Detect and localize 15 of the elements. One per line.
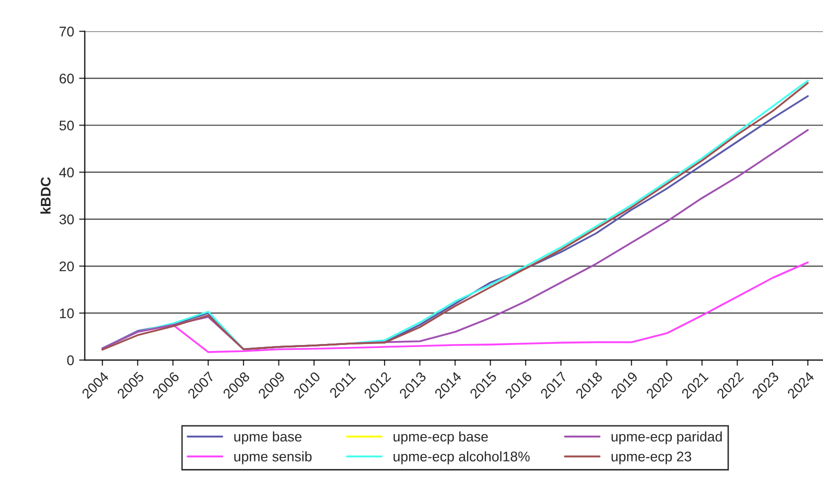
y-axis-title: kBDC <box>40 177 51 214</box>
legend-label: upme-ecp 23 <box>612 452 692 464</box>
legend-label: upme-ecp base <box>394 431 488 444</box>
legend-label: upme base <box>234 431 302 444</box>
y-tick-label: 10 <box>60 308 74 318</box>
y-tick-label: 0 <box>67 355 74 366</box>
y-tick-label: 20 <box>60 261 74 272</box>
y-tick-label: 30 <box>59 214 74 224</box>
legend-label: upme-ecp paridad <box>612 431 722 444</box>
y-tick-label: 40 <box>59 168 74 178</box>
legend-label: upme-ecp alcohol18% <box>394 451 530 464</box>
legend-label: upme sensib <box>234 451 312 464</box>
y-tick-label: 50 <box>59 120 74 130</box>
y-tick-label: 70 <box>60 26 74 36</box>
y-tick-label: 60 <box>60 74 74 84</box>
